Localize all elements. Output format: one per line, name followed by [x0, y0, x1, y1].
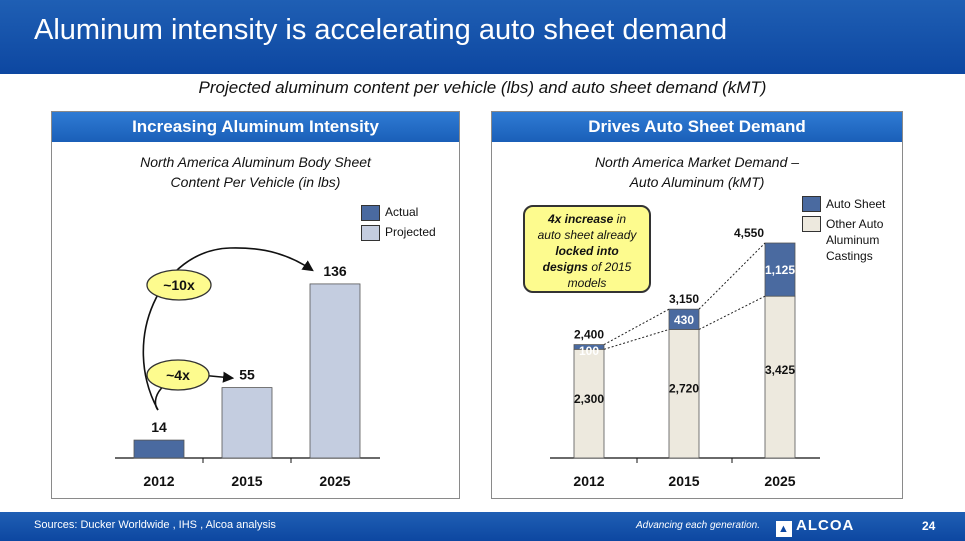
right-x-label-2025: 2025 — [764, 473, 795, 489]
left-bubble-10x-text: ~10x — [163, 277, 195, 293]
alcoa-logo-text: ALCOA — [796, 517, 855, 534]
left-bar-label-2025: 136 — [323, 263, 347, 279]
callout-part6: of 2015 — [587, 260, 632, 274]
right-other-label-2015: 2,720 — [669, 381, 699, 395]
left-x-label-2015: 2015 — [231, 473, 262, 489]
left-bar-label-2015: 55 — [239, 367, 255, 383]
left-panel: Increasing Aluminum Intensity North Amer… — [51, 111, 460, 499]
right-bar-other-2025 — [764, 295, 796, 459]
legend-projected-swatch — [361, 225, 380, 241]
legend-other-castings-label-3: Castings — [826, 249, 873, 263]
right-total-label-2015: 3,150 — [669, 292, 699, 306]
right-sheet-label-2012: 100 — [579, 344, 599, 358]
right-bar-sheet-2012 — [573, 344, 605, 350]
legend-actual-label: Actual — [385, 205, 419, 219]
legend-auto-sheet-swatch — [802, 196, 821, 212]
callout-part7: models — [567, 276, 607, 290]
footer-source: Sources: Ducker Worldwide , IHS , Alcoa … — [34, 519, 276, 531]
right-x-label-2015: 2015 — [668, 473, 699, 489]
right-bar-other-2012 — [573, 348, 605, 459]
legend-other-castings-swatch — [802, 216, 821, 232]
right-x-label-2012: 2012 — [573, 473, 604, 489]
right-total-label-2025: 4,550 — [734, 226, 764, 240]
right-bar-sheet-2025 — [764, 242, 796, 297]
legend-auto-sheet-label: Auto Sheet — [826, 197, 886, 211]
left-chart-title-line1: North America Aluminum Body Sheet — [140, 154, 371, 170]
callout-4x-increase: 4x increase in auto sheet already locked… — [523, 205, 651, 293]
left-x-label-2012: 2012 — [143, 473, 174, 489]
right-other-label-2012: 2,300 — [574, 392, 604, 406]
slide-subtitle: Projected aluminum content per vehicle (… — [198, 78, 767, 97]
slide-title: Aluminum intensity is accelerating auto … — [34, 14, 728, 46]
right-chart-title-line1: North America Market Demand – — [594, 154, 800, 170]
left-panel-title: Increasing Aluminum Intensity — [52, 112, 459, 142]
left-bar-label-2012: 14 — [151, 419, 167, 435]
left-bubble-10x — [146, 269, 212, 301]
legend-other-castings-label-2: Aluminum — [826, 233, 880, 247]
left-bubble-4x — [146, 359, 210, 391]
alcoa-logo-icon: ▲ — [776, 521, 792, 537]
left-arrow-10x — [142, 247, 314, 411]
callout-part4: locked into — [555, 244, 619, 258]
right-chart-title-line2: Auto Aluminum (kMT) — [629, 174, 765, 190]
legend-actual-swatch — [361, 205, 380, 221]
right-connector-top-1 — [698, 242, 766, 310]
slide-header: Aluminum intensity is accelerating auto … — [0, 0, 965, 74]
footer-tagline: Advancing each generation. — [636, 520, 760, 531]
left-bar-2015 — [221, 387, 273, 459]
slide-footer: Sources: Ducker Worldwide , IHS , Alcoa … — [0, 512, 965, 541]
left-chart-title-line2: Content Per Vehicle (in lbs) — [170, 174, 341, 190]
legend-projected-label: Projected — [385, 225, 436, 239]
page-number: 24 — [922, 519, 936, 533]
left-bar-2025 — [309, 283, 361, 459]
right-bar-other-2015 — [668, 329, 700, 459]
right-connector-bottom-1 — [698, 295, 766, 330]
right-total-label-2012: 2,400 — [574, 328, 604, 342]
callout-part3: auto sheet already — [537, 228, 637, 242]
right-panel-title: Drives Auto Sheet Demand — [492, 112, 902, 142]
left-x-label-2025: 2025 — [319, 473, 350, 489]
alcoa-logo: ▲ ALCOA — [776, 517, 854, 537]
right-bar-sheet-2015 — [668, 308, 700, 330]
right-sheet-label-2015: 430 — [674, 313, 694, 327]
right-sheet-label-2025: 1,125 — [765, 263, 795, 277]
left-bar-2012 — [133, 439, 185, 459]
left-bubble-4x-text: ~4x — [166, 367, 190, 383]
callout-part1: 4x increase — [547, 212, 614, 226]
right-connector-bottom-0 — [603, 329, 670, 350]
right-other-label-2025: 3,425 — [765, 363, 795, 377]
callout-part2: in — [613, 212, 627, 226]
legend-other-castings-label-1: Other Auto — [826, 217, 884, 231]
callout-part5: designs — [542, 260, 588, 274]
right-connector-top-0 — [603, 308, 670, 346]
